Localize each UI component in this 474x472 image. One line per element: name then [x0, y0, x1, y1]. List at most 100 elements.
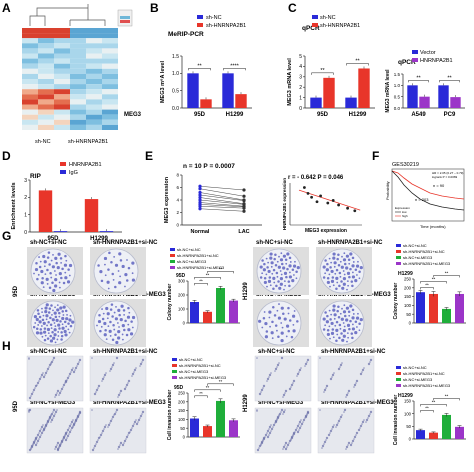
invaded-cell	[109, 419, 113, 423]
colony	[56, 304, 59, 307]
invaded-cell	[119, 441, 123, 445]
colony	[261, 272, 264, 275]
y-tick-label: 1.0	[172, 71, 179, 77]
y-axis-label: Enrichment levels	[11, 182, 17, 229]
colony	[68, 331, 71, 334]
colony	[335, 320, 339, 324]
km-curve-high	[391, 170, 465, 211]
invaded-cell	[137, 418, 141, 422]
colony	[337, 316, 341, 319]
colony	[261, 326, 264, 329]
colony	[118, 313, 121, 317]
colony	[124, 285, 126, 288]
colony	[322, 265, 326, 269]
invaded-cell	[365, 418, 369, 422]
invaded-cell	[68, 430, 72, 434]
invaded-cell	[365, 421, 367, 423]
bar	[216, 400, 225, 437]
colony	[351, 284, 354, 288]
colony	[54, 284, 58, 288]
invaded-cell	[282, 396, 284, 398]
x-tick-label: H1299	[90, 236, 108, 242]
colony	[45, 303, 49, 307]
invaded-cell	[115, 356, 119, 360]
colony	[292, 323, 295, 326]
invaded-cell	[95, 391, 97, 393]
heatmap-cell	[70, 114, 86, 120]
colony	[68, 263, 73, 268]
invaded-cell	[296, 424, 300, 428]
colony	[271, 320, 274, 324]
invaded-cell	[349, 443, 353, 447]
colony	[334, 324, 337, 327]
colony	[35, 262, 38, 265]
normal-point	[198, 190, 202, 195]
invaded-cell	[70, 423, 72, 425]
heatmap-cell	[54, 28, 70, 34]
colony	[273, 257, 276, 261]
bar	[442, 414, 451, 439]
x-axis-label: MEG3 expression	[305, 228, 347, 234]
colony	[270, 265, 273, 268]
colony	[33, 272, 35, 275]
invaded-cell	[129, 431, 131, 433]
lac-point	[242, 188, 246, 192]
bar	[190, 418, 199, 437]
invaded-cell	[306, 411, 310, 415]
invaded-cell	[36, 436, 38, 438]
colony	[125, 279, 129, 282]
invaded-cell	[127, 379, 131, 383]
invaded-cell	[103, 428, 105, 430]
colony	[291, 279, 295, 283]
invaded-cell	[119, 444, 121, 446]
colony	[328, 325, 331, 328]
colony	[65, 325, 68, 328]
heatmap-cell	[38, 114, 54, 120]
invaded-cell	[361, 423, 363, 425]
invaded-cell	[280, 356, 284, 360]
colony	[45, 277, 49, 281]
colony	[329, 266, 332, 269]
invaded-cell	[62, 436, 66, 440]
invaded-cell	[288, 442, 290, 444]
colony	[324, 259, 327, 262]
heatmap-cell	[22, 119, 38, 125]
invaded-cell	[76, 415, 80, 419]
colony	[347, 258, 351, 262]
invaded-cell	[48, 416, 52, 420]
colony	[261, 259, 264, 262]
invaded-cell	[76, 365, 78, 367]
colony	[112, 323, 115, 327]
invaded-cell	[363, 367, 365, 369]
colony	[112, 279, 115, 281]
heatmap-cell	[54, 38, 70, 44]
heatmap-cell	[102, 104, 118, 110]
colony	[40, 281, 44, 285]
invaded-cell	[282, 448, 284, 450]
invaded-cell	[321, 444, 325, 448]
invaded-cell	[258, 447, 260, 449]
colony	[351, 256, 355, 260]
heatmap-cell	[38, 119, 54, 125]
invaded-cell	[298, 368, 302, 372]
colony	[54, 256, 58, 260]
invaded-cell	[268, 434, 270, 436]
colony	[267, 261, 270, 264]
colony	[109, 335, 112, 337]
colony	[284, 284, 287, 287]
colony	[36, 309, 40, 312]
invaded-cell	[72, 419, 74, 421]
km-legend-title: Expression	[395, 206, 410, 210]
heatmap-cell	[38, 48, 54, 54]
colony	[347, 336, 350, 339]
sig-bracket	[433, 398, 460, 401]
invaded-cell	[341, 362, 343, 364]
h-chart2-title: H1299	[398, 393, 413, 399]
invaded-cell	[64, 435, 66, 437]
sig-bracket	[194, 389, 221, 392]
panel-e-right-chart: MEG3 expression HNRNPA2B1 expression	[282, 178, 362, 234]
scatter-point	[315, 200, 319, 204]
colony	[356, 326, 358, 328]
colony	[68, 274, 71, 277]
heatmap-cell	[54, 53, 70, 59]
